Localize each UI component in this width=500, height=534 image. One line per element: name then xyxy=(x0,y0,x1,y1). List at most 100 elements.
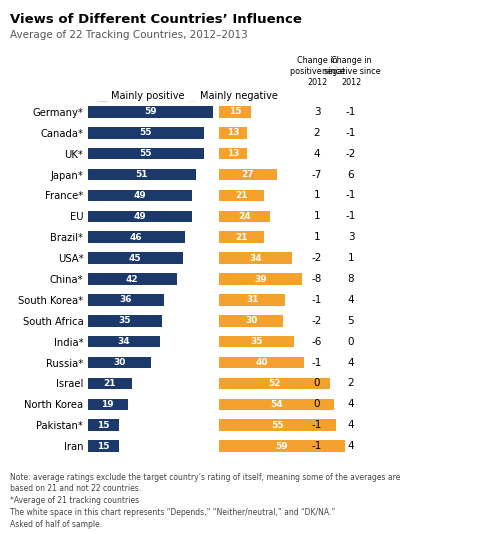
Text: -2: -2 xyxy=(346,148,356,159)
Text: 21: 21 xyxy=(236,191,248,200)
Text: 55: 55 xyxy=(272,421,284,430)
Text: -7: -7 xyxy=(312,170,322,179)
Text: Views of Different Countries’ Influence: Views of Different Countries’ Influence xyxy=(10,13,302,26)
Text: 27: 27 xyxy=(242,170,254,179)
Text: Asked of half of sample.: Asked of half of sample. xyxy=(10,520,102,529)
Text: -1: -1 xyxy=(346,211,356,222)
Text: -1: -1 xyxy=(346,107,356,117)
Bar xyxy=(88,253,183,264)
Text: -1: -1 xyxy=(312,358,322,367)
Text: Mainly negative: Mainly negative xyxy=(200,91,278,100)
Text: Change in
positive since
2012: Change in positive since 2012 xyxy=(290,56,344,87)
Text: Change in
negative since
2012: Change in negative since 2012 xyxy=(322,56,380,87)
Bar xyxy=(88,398,128,410)
Text: 4: 4 xyxy=(348,399,354,410)
Text: 55: 55 xyxy=(140,149,152,158)
Text: 15: 15 xyxy=(229,107,241,116)
Text: -1: -1 xyxy=(312,295,322,305)
Text: 24: 24 xyxy=(238,212,251,221)
Text: 30: 30 xyxy=(113,358,126,367)
Bar xyxy=(219,190,264,201)
Text: 4: 4 xyxy=(348,441,354,451)
Bar xyxy=(88,232,185,243)
Bar xyxy=(219,148,247,160)
Text: 46: 46 xyxy=(130,233,142,242)
Text: 0: 0 xyxy=(314,379,320,388)
Bar xyxy=(219,273,302,285)
Text: 4: 4 xyxy=(348,358,354,367)
Text: 35: 35 xyxy=(118,316,131,325)
Text: 19: 19 xyxy=(102,400,114,409)
Text: 36: 36 xyxy=(120,295,132,304)
Text: The white space in this chart represents “Depends,” “Neither/neutral,” and “DK/N: The white space in this chart represents… xyxy=(10,508,335,517)
Text: 49: 49 xyxy=(133,191,146,200)
Text: 42: 42 xyxy=(126,274,138,284)
Bar xyxy=(219,127,247,138)
Bar xyxy=(219,420,336,431)
Text: 52: 52 xyxy=(268,379,281,388)
Text: 21: 21 xyxy=(236,233,248,242)
Bar xyxy=(88,148,204,160)
Bar xyxy=(219,210,270,222)
Bar xyxy=(219,106,251,117)
Text: 1: 1 xyxy=(314,232,320,242)
Bar xyxy=(219,253,292,264)
Text: -1: -1 xyxy=(312,441,322,451)
Bar xyxy=(219,315,283,326)
Text: -1: -1 xyxy=(346,128,356,138)
Bar xyxy=(219,441,344,452)
Text: 1: 1 xyxy=(348,253,354,263)
Text: Note: average ratings exclude the target country’s rating of itself, meaning som: Note: average ratings exclude the target… xyxy=(10,473,400,482)
Text: -8: -8 xyxy=(312,274,322,284)
Text: 13: 13 xyxy=(227,149,239,158)
Text: -2: -2 xyxy=(312,253,322,263)
Text: 15: 15 xyxy=(97,442,110,451)
Text: 4: 4 xyxy=(348,420,354,430)
Bar xyxy=(88,273,177,285)
Text: 4: 4 xyxy=(314,148,320,159)
Text: -1: -1 xyxy=(312,420,322,430)
Text: 31: 31 xyxy=(246,295,258,304)
Bar xyxy=(88,315,162,326)
Bar xyxy=(219,169,276,180)
Text: 35: 35 xyxy=(250,337,262,346)
Text: 13: 13 xyxy=(227,128,239,137)
Text: 51: 51 xyxy=(136,170,148,179)
Bar xyxy=(219,357,304,368)
Bar xyxy=(88,336,160,348)
Text: 39: 39 xyxy=(254,274,267,284)
Bar xyxy=(219,232,264,243)
Text: 2: 2 xyxy=(348,379,354,388)
Text: 59: 59 xyxy=(144,107,156,116)
Text: 54: 54 xyxy=(270,400,283,409)
Bar xyxy=(88,357,151,368)
Text: 34: 34 xyxy=(118,337,130,346)
Text: -2: -2 xyxy=(312,316,322,326)
Bar xyxy=(219,398,334,410)
Bar xyxy=(88,441,120,452)
Text: 5: 5 xyxy=(348,316,354,326)
FancyBboxPatch shape xyxy=(98,92,108,99)
Text: 45: 45 xyxy=(129,254,141,263)
Text: Average of 22 Tracking Countries, 2012–2013: Average of 22 Tracking Countries, 2012–2… xyxy=(10,30,248,40)
Bar xyxy=(88,210,192,222)
Text: 59: 59 xyxy=(276,442,288,451)
Text: 0: 0 xyxy=(348,336,354,347)
Text: based on 21 and not 22 countries.: based on 21 and not 22 countries. xyxy=(10,484,141,493)
Text: *Average of 21 tracking countries: *Average of 21 tracking countries xyxy=(10,496,139,505)
Text: 3: 3 xyxy=(314,107,320,117)
Bar xyxy=(219,336,294,348)
Text: 21: 21 xyxy=(104,379,116,388)
Text: 8: 8 xyxy=(348,274,354,284)
Text: -1: -1 xyxy=(346,191,356,200)
Text: 0: 0 xyxy=(314,399,320,410)
Bar xyxy=(88,169,196,180)
Text: 1: 1 xyxy=(314,211,320,222)
Bar xyxy=(88,106,213,117)
Text: -6: -6 xyxy=(312,336,322,347)
Text: 49: 49 xyxy=(133,212,146,221)
Bar xyxy=(88,190,192,201)
Text: 1: 1 xyxy=(314,191,320,200)
Text: 3: 3 xyxy=(348,232,354,242)
Text: 15: 15 xyxy=(97,421,110,430)
